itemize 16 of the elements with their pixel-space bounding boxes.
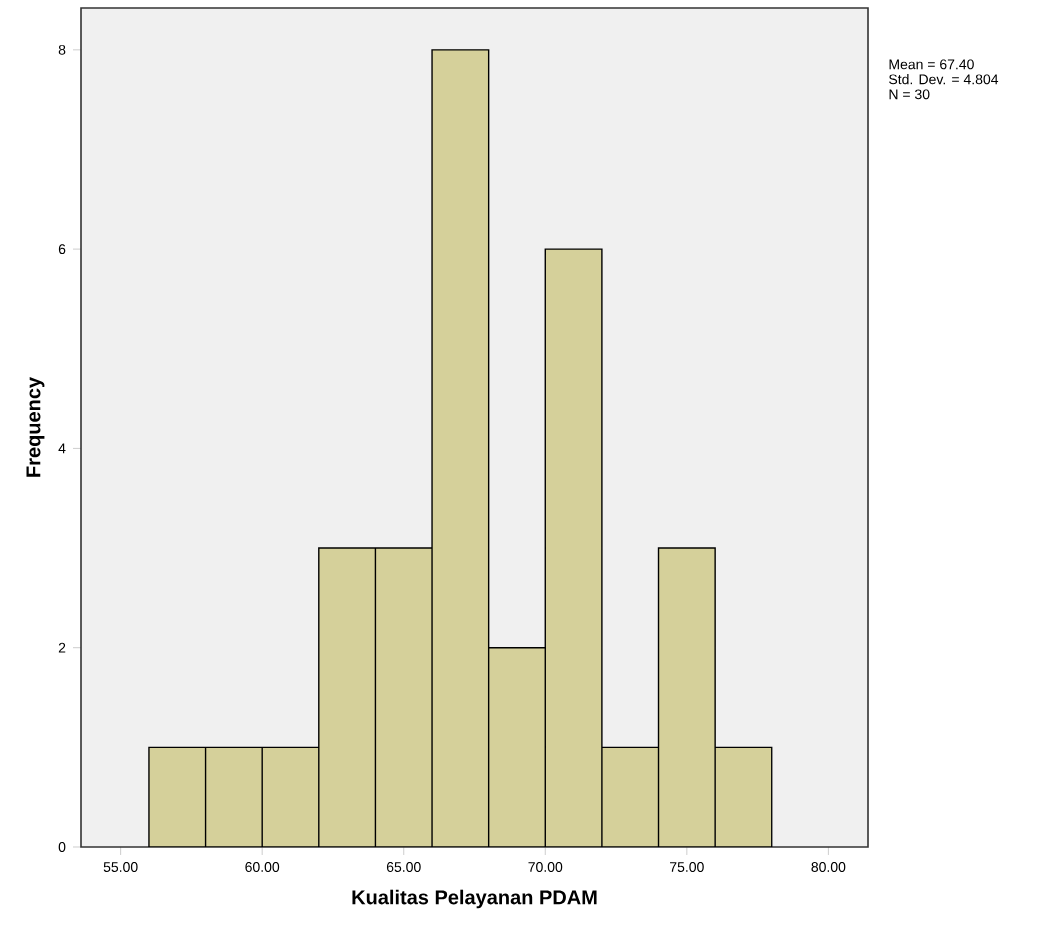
y-tick-label: 8: [58, 44, 66, 55]
x-tick-label: 75.00: [670, 862, 704, 872]
x-tick-label: 70.00: [528, 862, 563, 872]
y-axis-title: Frequency: [26, 377, 45, 477]
x-tick-label: 55.00: [103, 862, 138, 872]
text: Std. Dev. = 4.804: [889, 74, 999, 85]
y-tick-label: 6: [58, 244, 66, 255]
text: Mean = 67.40: [889, 59, 974, 70]
x-axis-title: Kualitas Pelayanan PDAM: [352, 889, 597, 909]
x-tick-label: 80.00: [811, 862, 846, 872]
y-tick-label: 2: [58, 642, 66, 653]
x-tick-label: 60.00: [245, 862, 280, 872]
x-tick-label: 65.00: [386, 862, 421, 872]
y-tick-label: 0: [58, 842, 66, 852]
y-tick-label: 4: [58, 443, 66, 454]
text: N = 30: [889, 89, 930, 100]
